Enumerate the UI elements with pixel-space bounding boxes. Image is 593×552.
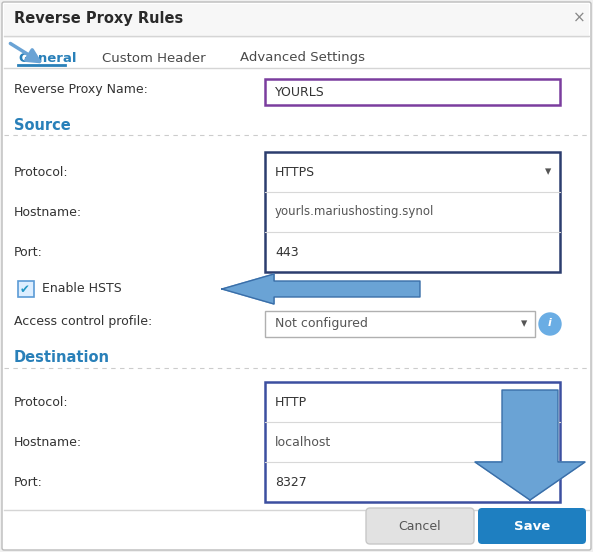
Text: Custom Header: Custom Header [102, 51, 206, 65]
Text: i: i [548, 318, 552, 328]
Text: Hostname:: Hostname: [14, 205, 82, 219]
FancyBboxPatch shape [265, 152, 560, 272]
Bar [274, 281, 420, 297]
Text: Cancel: Cancel [398, 519, 441, 533]
Bar [502, 390, 558, 462]
Text: ▾: ▾ [521, 317, 527, 331]
FancyBboxPatch shape [366, 508, 474, 544]
Text: 8327: 8327 [275, 475, 307, 489]
Text: HTTP: HTTP [275, 395, 307, 408]
Text: ▾: ▾ [545, 166, 551, 178]
Text: Source: Source [14, 118, 71, 132]
Text: ✔: ✔ [20, 283, 30, 295]
Text: Save: Save [514, 519, 550, 533]
Text: Advanced Settings: Advanced Settings [240, 51, 365, 65]
Text: Access control profile:: Access control profile: [14, 316, 152, 328]
Text: General: General [18, 51, 76, 65]
FancyBboxPatch shape [265, 382, 560, 502]
Text: Protocol:: Protocol: [14, 395, 69, 408]
Text: 443: 443 [275, 246, 299, 258]
Text: Reverse Proxy Name:: Reverse Proxy Name: [14, 83, 148, 97]
Text: Enable HSTS: Enable HSTS [42, 283, 122, 295]
Text: Port:: Port: [14, 246, 43, 258]
Text: Not configured: Not configured [275, 317, 368, 331]
Circle shape [539, 313, 561, 335]
Text: Port:: Port: [14, 475, 43, 489]
FancyBboxPatch shape [265, 79, 560, 105]
Polygon shape [475, 462, 585, 500]
Text: Destination: Destination [14, 351, 110, 365]
Text: HTTPS: HTTPS [275, 166, 315, 178]
FancyBboxPatch shape [478, 508, 586, 544]
FancyBboxPatch shape [18, 281, 34, 297]
Text: Reverse Proxy Rules: Reverse Proxy Rules [14, 10, 183, 25]
Text: Protocol:: Protocol: [14, 166, 69, 178]
Polygon shape [222, 274, 274, 304]
Text: YOURLS: YOURLS [275, 86, 325, 98]
Text: ▾: ▾ [545, 395, 551, 408]
Bar [4, 4, 589, 38]
Text: Hostname:: Hostname: [14, 436, 82, 448]
FancyBboxPatch shape [265, 311, 535, 337]
Text: yourls.mariushosting.synol: yourls.mariushosting.synol [275, 205, 435, 219]
Text: localhost: localhost [275, 436, 331, 448]
Text: ×: × [573, 10, 585, 25]
